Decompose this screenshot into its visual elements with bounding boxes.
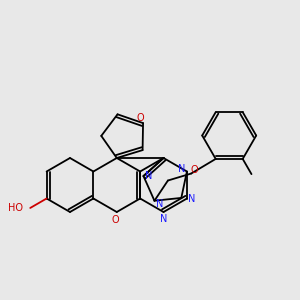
Text: N: N	[156, 199, 163, 209]
Text: N: N	[178, 164, 186, 175]
Text: N: N	[188, 194, 196, 203]
Text: N: N	[145, 171, 152, 181]
Text: HO: HO	[8, 203, 23, 213]
Text: O: O	[190, 164, 198, 175]
Text: N: N	[160, 214, 167, 224]
Text: O: O	[112, 215, 120, 225]
Text: O: O	[136, 113, 144, 123]
